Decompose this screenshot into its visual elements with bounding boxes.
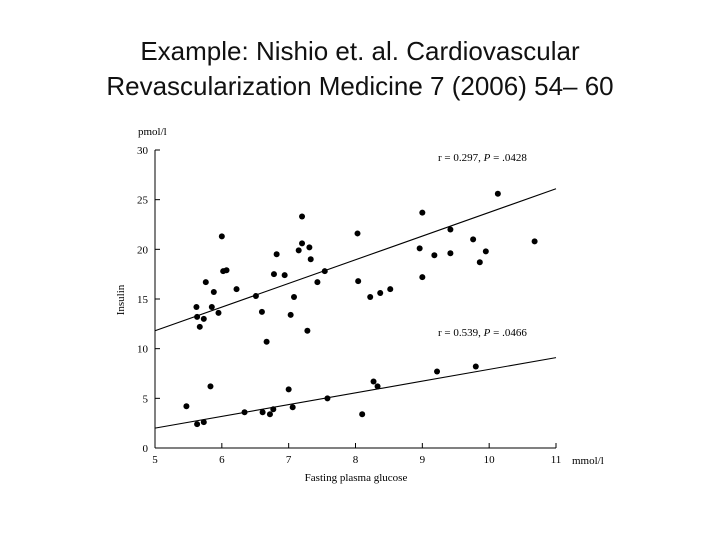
fit-line-series-1 [154,188,557,332]
data-point-series-1 [377,290,384,297]
data-point-series-2 [183,403,190,410]
data-point-series-1 [215,309,222,316]
upper-annotation-p: P [483,152,491,164]
data-point-series-1 [419,209,426,216]
y-tick-label: 5 [143,393,149,405]
data-point-series-2 [370,378,377,385]
data-point-series-1 [263,338,270,345]
x-tick-label: 5 [152,454,158,466]
data-point-series-1 [223,267,230,274]
data-point-series-1 [494,190,501,197]
data-point-series-1 [355,278,362,285]
data-point-series-1 [252,293,259,300]
y-tick-label: 25 [137,195,149,207]
data-point-series-2 [207,383,214,390]
x-tick-label: 6 [219,454,225,466]
data-point-series-1 [431,252,438,259]
data-point-series-1 [270,271,277,278]
data-point-series-1 [470,236,477,243]
x-unit-label: mmol/l [572,455,604,467]
data-point-series-1 [291,294,298,301]
data-point-series-1 [200,315,207,322]
lower-series-annotation: r = 0.539, P = .0466 [438,327,527,339]
data-point-series-2 [374,383,381,390]
y-axis-label: Insulin [115,284,127,315]
data-point-series-1 [202,279,209,286]
data-point-series-2 [270,406,277,413]
data-point-series-2 [359,411,366,418]
data-point-series-1 [196,323,203,330]
data-point-series-1 [258,308,265,315]
data-point-series-1 [476,259,483,266]
x-tick-label: 8 [353,454,359,466]
data-point-series-2 [285,386,292,393]
slide-title-line-1: Example: Nishio et. al. Cardiovascular [140,36,580,66]
data-point-series-1 [218,233,225,240]
data-point-series-1 [299,213,306,220]
x-tick-label: 11 [551,454,562,466]
data-point-series-1 [387,286,394,293]
data-point-series-1 [208,303,215,310]
x-tick-label: 10 [484,454,496,466]
slide-title-line-2: Revascularization Medicine 7 (2006) 54– … [106,71,614,101]
upper-annotation-r: r = 0.297, [438,152,484,164]
data-point-series-1 [304,327,311,334]
data-points [183,190,538,428]
data-point-series-2 [194,421,201,428]
data-point-series-1 [273,251,280,258]
y-tick-label: 0 [143,443,149,455]
data-point-series-1 [233,286,240,293]
y-unit-label: pmol/l [138,126,167,138]
x-tick-label: 7 [286,454,292,466]
fit-line-series-2 [154,357,557,429]
data-point-series-1 [482,248,489,255]
data-point-series-1 [419,274,426,281]
data-point-series-1 [447,226,454,233]
data-point-series-1 [314,279,321,286]
fit-lines [154,188,557,429]
data-point-series-1 [295,247,302,254]
x-tick-label: 9 [420,454,426,466]
data-point-series-2 [259,409,266,416]
data-point-series-1 [321,268,328,275]
lower-annotation-r: r = 0.539, [438,327,484,339]
data-point-series-1 [447,250,454,257]
upper-annotation-pval: = .0428 [490,152,527,164]
data-point-series-1 [281,272,288,279]
data-point-series-2 [266,411,273,418]
data-point-series-1 [193,303,200,310]
lower-annotation-p: P [483,327,491,339]
y-tick-label: 20 [137,244,149,256]
data-point-series-1 [299,240,306,247]
lower-annotation-pval: = .0466 [490,327,527,339]
data-point-series-1 [531,238,538,245]
data-point-series-2 [289,404,296,411]
y-tick-label: 10 [137,344,149,356]
y-tick-label: 30 [137,145,149,157]
data-point-series-2 [434,368,441,375]
data-point-series-2 [241,409,248,416]
data-point-series-1 [367,294,374,301]
data-point-series-1 [306,244,313,251]
data-point-series-1 [287,311,294,318]
data-point-series-1 [416,245,423,252]
data-point-series-2 [472,363,479,370]
data-point-series-2 [324,395,331,402]
data-point-series-1 [194,313,201,320]
upper-series-annotation: r = 0.297, P = .0428 [438,152,527,164]
data-point-series-1 [307,256,314,263]
data-point-series-1 [210,289,217,296]
y-tick-label: 15 [137,294,149,306]
slide-title: Example: Nishio et. al. Cardiovascular R… [0,34,720,104]
data-point-series-1 [354,230,361,237]
data-point-series-2 [200,419,207,426]
x-axis-label: Fasting plasma glucose [305,472,408,484]
